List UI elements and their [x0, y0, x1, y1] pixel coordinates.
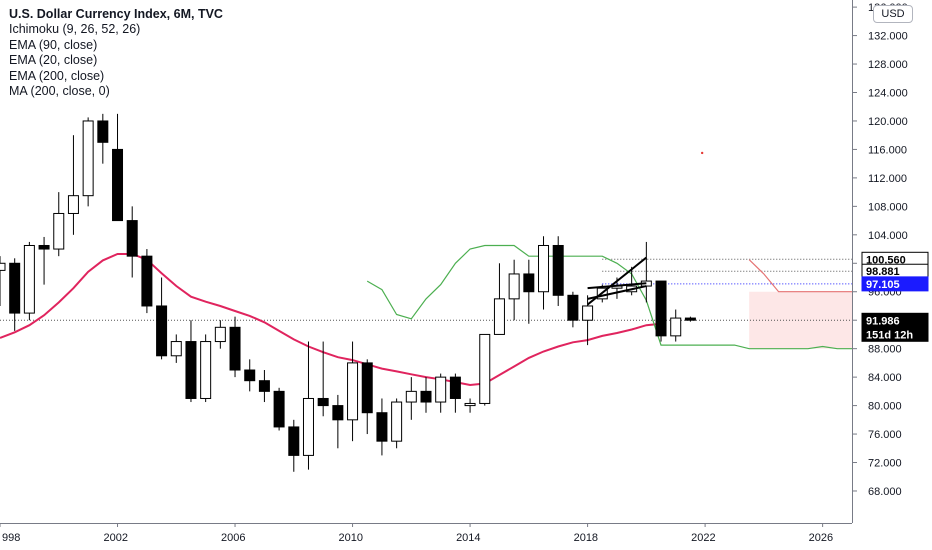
y-tick-label: 80.000: [868, 401, 902, 413]
x-tick-label: 2014: [456, 532, 480, 544]
y-tick-label: 112.000: [868, 173, 907, 185]
candle-body[interactable]: [361, 362, 373, 414]
trendline[interactable]: [587, 282, 647, 290]
candle-body[interactable]: [82, 120, 94, 197]
legend-indicator-ema-200[interactable]: EMA (200, close): [9, 68, 105, 83]
candle-body[interactable]: [479, 333, 491, 404]
legend-indicator-ichimoku[interactable]: Ichimoku (9, 26, 52, 26): [9, 22, 141, 37]
candle-body[interactable]: [347, 362, 359, 421]
x-tick-label: 998: [2, 532, 20, 544]
y-tick-label: 104.000: [868, 230, 908, 242]
candle-body[interactable]: [0, 262, 6, 271]
candle-body[interactable]: [67, 195, 79, 214]
legend-symbol-title[interactable]: U.S. Dollar Currency Index, 6M, TVC: [9, 7, 223, 21]
candle-body[interactable]: [464, 402, 476, 407]
candle-body[interactable]: [567, 294, 579, 321]
candle-body[interactable]: [200, 341, 212, 399]
plot-area: [0, 113, 852, 472]
candle-body[interactable]: [376, 412, 388, 442]
candle-body[interactable]: [185, 341, 197, 399]
candle-body[interactable]: [38, 244, 50, 250]
candle-body[interactable]: [332, 405, 344, 421]
y-tick-label: 116.000: [868, 144, 907, 156]
y-tick-label: 84.000: [868, 372, 902, 384]
legend-indicator-ema-20[interactable]: EMA (20, close): [9, 53, 98, 68]
x-tick-label: 2026: [809, 532, 833, 544]
x-tick-label: 2018: [574, 532, 598, 544]
candle-body[interactable]: [23, 244, 35, 314]
x-tick-label: 2002: [104, 532, 128, 544]
y-tick-label: 132.000: [868, 31, 908, 43]
price-tag-blue: [861, 276, 929, 292]
y-tick-label: 68.000: [868, 486, 902, 498]
candle-body[interactable]: [170, 341, 182, 357]
y-tick-label: 128.000: [868, 59, 908, 71]
time-axis-background: [0, 523, 932, 550]
y-tick-label: 88.000: [868, 344, 902, 356]
candle-body[interactable]: [302, 397, 314, 456]
price-tag-label: 98.881: [866, 266, 900, 278]
candle-body[interactable]: [582, 305, 594, 321]
y-tick-label: 120.000: [868, 116, 908, 128]
candle-body[interactable]: [288, 426, 300, 456]
ichimoku-cloud-area: [749, 291, 852, 349]
price-tag-label: 91.986: [866, 315, 900, 327]
legend-indicator-ema-90[interactable]: EMA (90, close): [9, 37, 98, 52]
candle-body[interactable]: [405, 390, 417, 403]
countdown-label: 151d 12h: [866, 329, 913, 341]
y-tick-label: 108.000: [868, 201, 908, 213]
candle-body[interactable]: [523, 273, 535, 293]
candle-body[interactable]: [53, 212, 65, 250]
candle-body[interactable]: [97, 120, 109, 143]
candle-body[interactable]: [126, 220, 138, 257]
candle-body[interactable]: [156, 305, 168, 357]
currency-button[interactable]: USD: [873, 5, 913, 23]
candle-body[interactable]: [9, 262, 21, 314]
candle-body[interactable]: [244, 369, 256, 382]
candle-body[interactable]: [141, 255, 153, 307]
candle-body[interactable]: [493, 298, 505, 335]
candle-body[interactable]: [670, 317, 682, 337]
chart-legend: U.S. Dollar Currency Index, 6M, TVC Ichi…: [9, 7, 223, 99]
cloud-red-line: [748, 259, 852, 293]
x-tick-label: 2022: [691, 532, 715, 544]
x-tick-label: 2010: [339, 532, 363, 544]
y-tick-label: 76.000: [868, 429, 902, 441]
y-tick-label: 124.000: [868, 88, 908, 100]
legend-indicator-ma-200[interactable]: MA (200, close, 0): [9, 84, 110, 99]
candle-body[interactable]: [258, 380, 270, 392]
ma-line: [0, 253, 662, 387]
cloud-green-line: [366, 244, 852, 350]
x-tick-label: 2006: [221, 532, 245, 544]
candle-body[interactable]: [391, 401, 403, 442]
candle-body[interactable]: [229, 326, 241, 371]
candle-body[interactable]: [273, 390, 285, 428]
y-tick-label: 72.000: [868, 458, 902, 470]
time-axis[interactable]: 998 2002 2006 2010 2014 2018 2022 2026: [0, 523, 932, 550]
candle-body[interactable]: [435, 376, 447, 403]
price-tag-label: 100.560: [866, 254, 906, 266]
trendline[interactable]: [587, 285, 647, 300]
candle-body[interactable]: [508, 273, 520, 300]
candle-body[interactable]: [552, 244, 564, 296]
candle-body[interactable]: [538, 244, 550, 293]
candle-body[interactable]: [449, 376, 461, 399]
candle-body[interactable]: [317, 397, 329, 407]
price-tag-label: 97.105: [866, 279, 900, 291]
candle-body[interactable]: [684, 317, 696, 321]
candle-body[interactable]: [655, 280, 667, 337]
candle-body[interactable]: [420, 390, 432, 403]
candle-body[interactable]: [112, 148, 124, 222]
price-axis[interactable]: 68.00072.00076.00080.00084.00088.00092.0…: [852, 0, 932, 550]
price-tag-black: [861, 312, 929, 342]
marker-dot: [700, 151, 704, 155]
candle-body[interactable]: [214, 326, 226, 343]
